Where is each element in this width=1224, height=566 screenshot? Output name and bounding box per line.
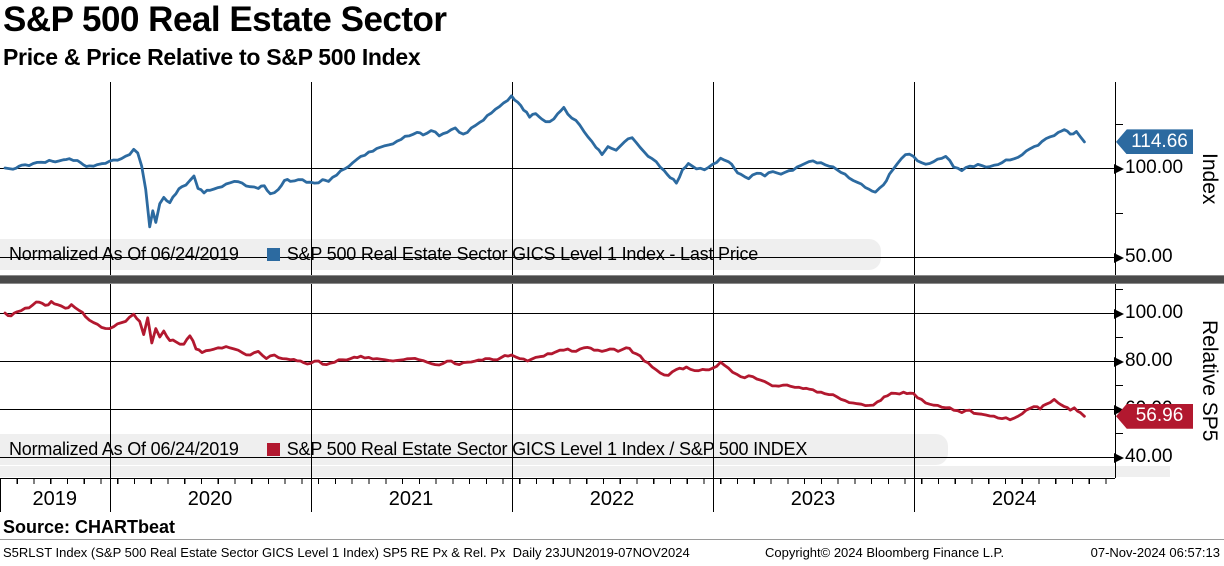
- price-legend: Normalized As Of 06/24/2019 S&P 500 Real…: [0, 239, 881, 270]
- footer-copyright: Copyright© 2024 Bloomberg Finance L.P.: [765, 545, 1005, 560]
- gridline: [0, 313, 1116, 314]
- gridline: [0, 457, 1116, 458]
- tick-arrow-icon: [1114, 163, 1124, 174]
- x-year-label: 2023: [790, 488, 836, 510]
- source-label: Source: CHARTbeat: [3, 517, 176, 537]
- price-series-legend-item[interactable]: S&P 500 Real Estate Sector GICS Level 1 …: [266, 244, 759, 265]
- y-minor-tick: [1115, 123, 1123, 125]
- y-minor-tick: [1115, 337, 1123, 338]
- y-tick-label: 50.00: [1125, 246, 1173, 268]
- year-separator: [913, 478, 915, 512]
- price-last-price-tag: 114.66: [1116, 129, 1193, 155]
- relative-axis-title: Relative SP5: [1198, 320, 1221, 442]
- tick-arrow-icon: [1114, 308, 1124, 319]
- price-axis-title: Index: [1198, 152, 1221, 205]
- footer-datetime: 07-Nov-2024 06:57:13: [1090, 545, 1220, 560]
- x-axis-month-ticks: [0, 479, 1115, 484]
- year-separator: [310, 478, 312, 512]
- year-separator: [0, 478, 1, 512]
- x-year-label: 2019: [32, 488, 78, 510]
- year-separator: [511, 478, 513, 512]
- y-tick-label: 100.00: [1125, 157, 1184, 178]
- footer-description: S5RLST Index (S&P 500 Real Estate Sector…: [3, 545, 690, 560]
- gridline: [0, 361, 1116, 362]
- year-separator: [109, 478, 111, 512]
- relative-last-price-value: 56.96: [1135, 405, 1184, 427]
- gridline: [0, 409, 1116, 410]
- gridline: [0, 257, 1116, 259]
- x-year-label: 2022: [589, 488, 635, 510]
- gridline: [0, 168, 1116, 169]
- y-minor-tick: [1115, 433, 1123, 434]
- price-normalized-label: Normalized As Of 06/24/2019: [9, 244, 239, 264]
- relative-legend: Normalized As Of 06/24/2019 S&P 500 Real…: [0, 434, 948, 465]
- y-minor-tick: [1115, 289, 1123, 290]
- y-minor-tick: [1115, 385, 1123, 386]
- tick-arrow-icon: [1114, 252, 1124, 263]
- panel-splitter[interactable]: [0, 275, 1224, 284]
- y-minor-tick: [1115, 212, 1123, 214]
- x-year-label: 2024: [992, 488, 1037, 510]
- x-axis-band: [0, 466, 1170, 477]
- footer-divider: [0, 539, 1224, 540]
- relative-series-legend-item[interactable]: S&P 500 Real Estate Sector GICS Level 1 …: [266, 439, 808, 460]
- tick-arrow-icon: [1114, 404, 1124, 415]
- tick-arrow-icon: [1114, 356, 1124, 367]
- relative-series-label: S&P 500 Real Estate Sector GICS Level 1 …: [286, 439, 808, 459]
- relative-series-swatch-icon: [266, 443, 280, 456]
- price-series-swatch-icon: [266, 248, 280, 261]
- page-subtitle: Price & Price Relative to S&P 500 Index: [3, 44, 421, 70]
- year-separator: [712, 478, 714, 512]
- relative-normalized-label: Normalized As Of 06/24/2019: [9, 439, 239, 459]
- y-tick-label: 100.00: [1125, 302, 1184, 323]
- price-last-price-value: 114.66: [1131, 130, 1188, 152]
- relative-last-price-tag: 56.96: [1116, 403, 1193, 429]
- x-axis-line: [0, 478, 1115, 479]
- x-year-label: 2021: [388, 488, 434, 510]
- x-year-label: 2020: [187, 488, 233, 510]
- y-tick-label: 40.00: [1125, 446, 1173, 467]
- tick-arrow-icon: [1114, 452, 1124, 463]
- price-series-label: S&P 500 Real Estate Sector GICS Level 1 …: [286, 244, 759, 264]
- page-title: S&P 500 Real Estate Sector: [3, 0, 447, 39]
- y-tick-label: 80.00: [1125, 350, 1173, 371]
